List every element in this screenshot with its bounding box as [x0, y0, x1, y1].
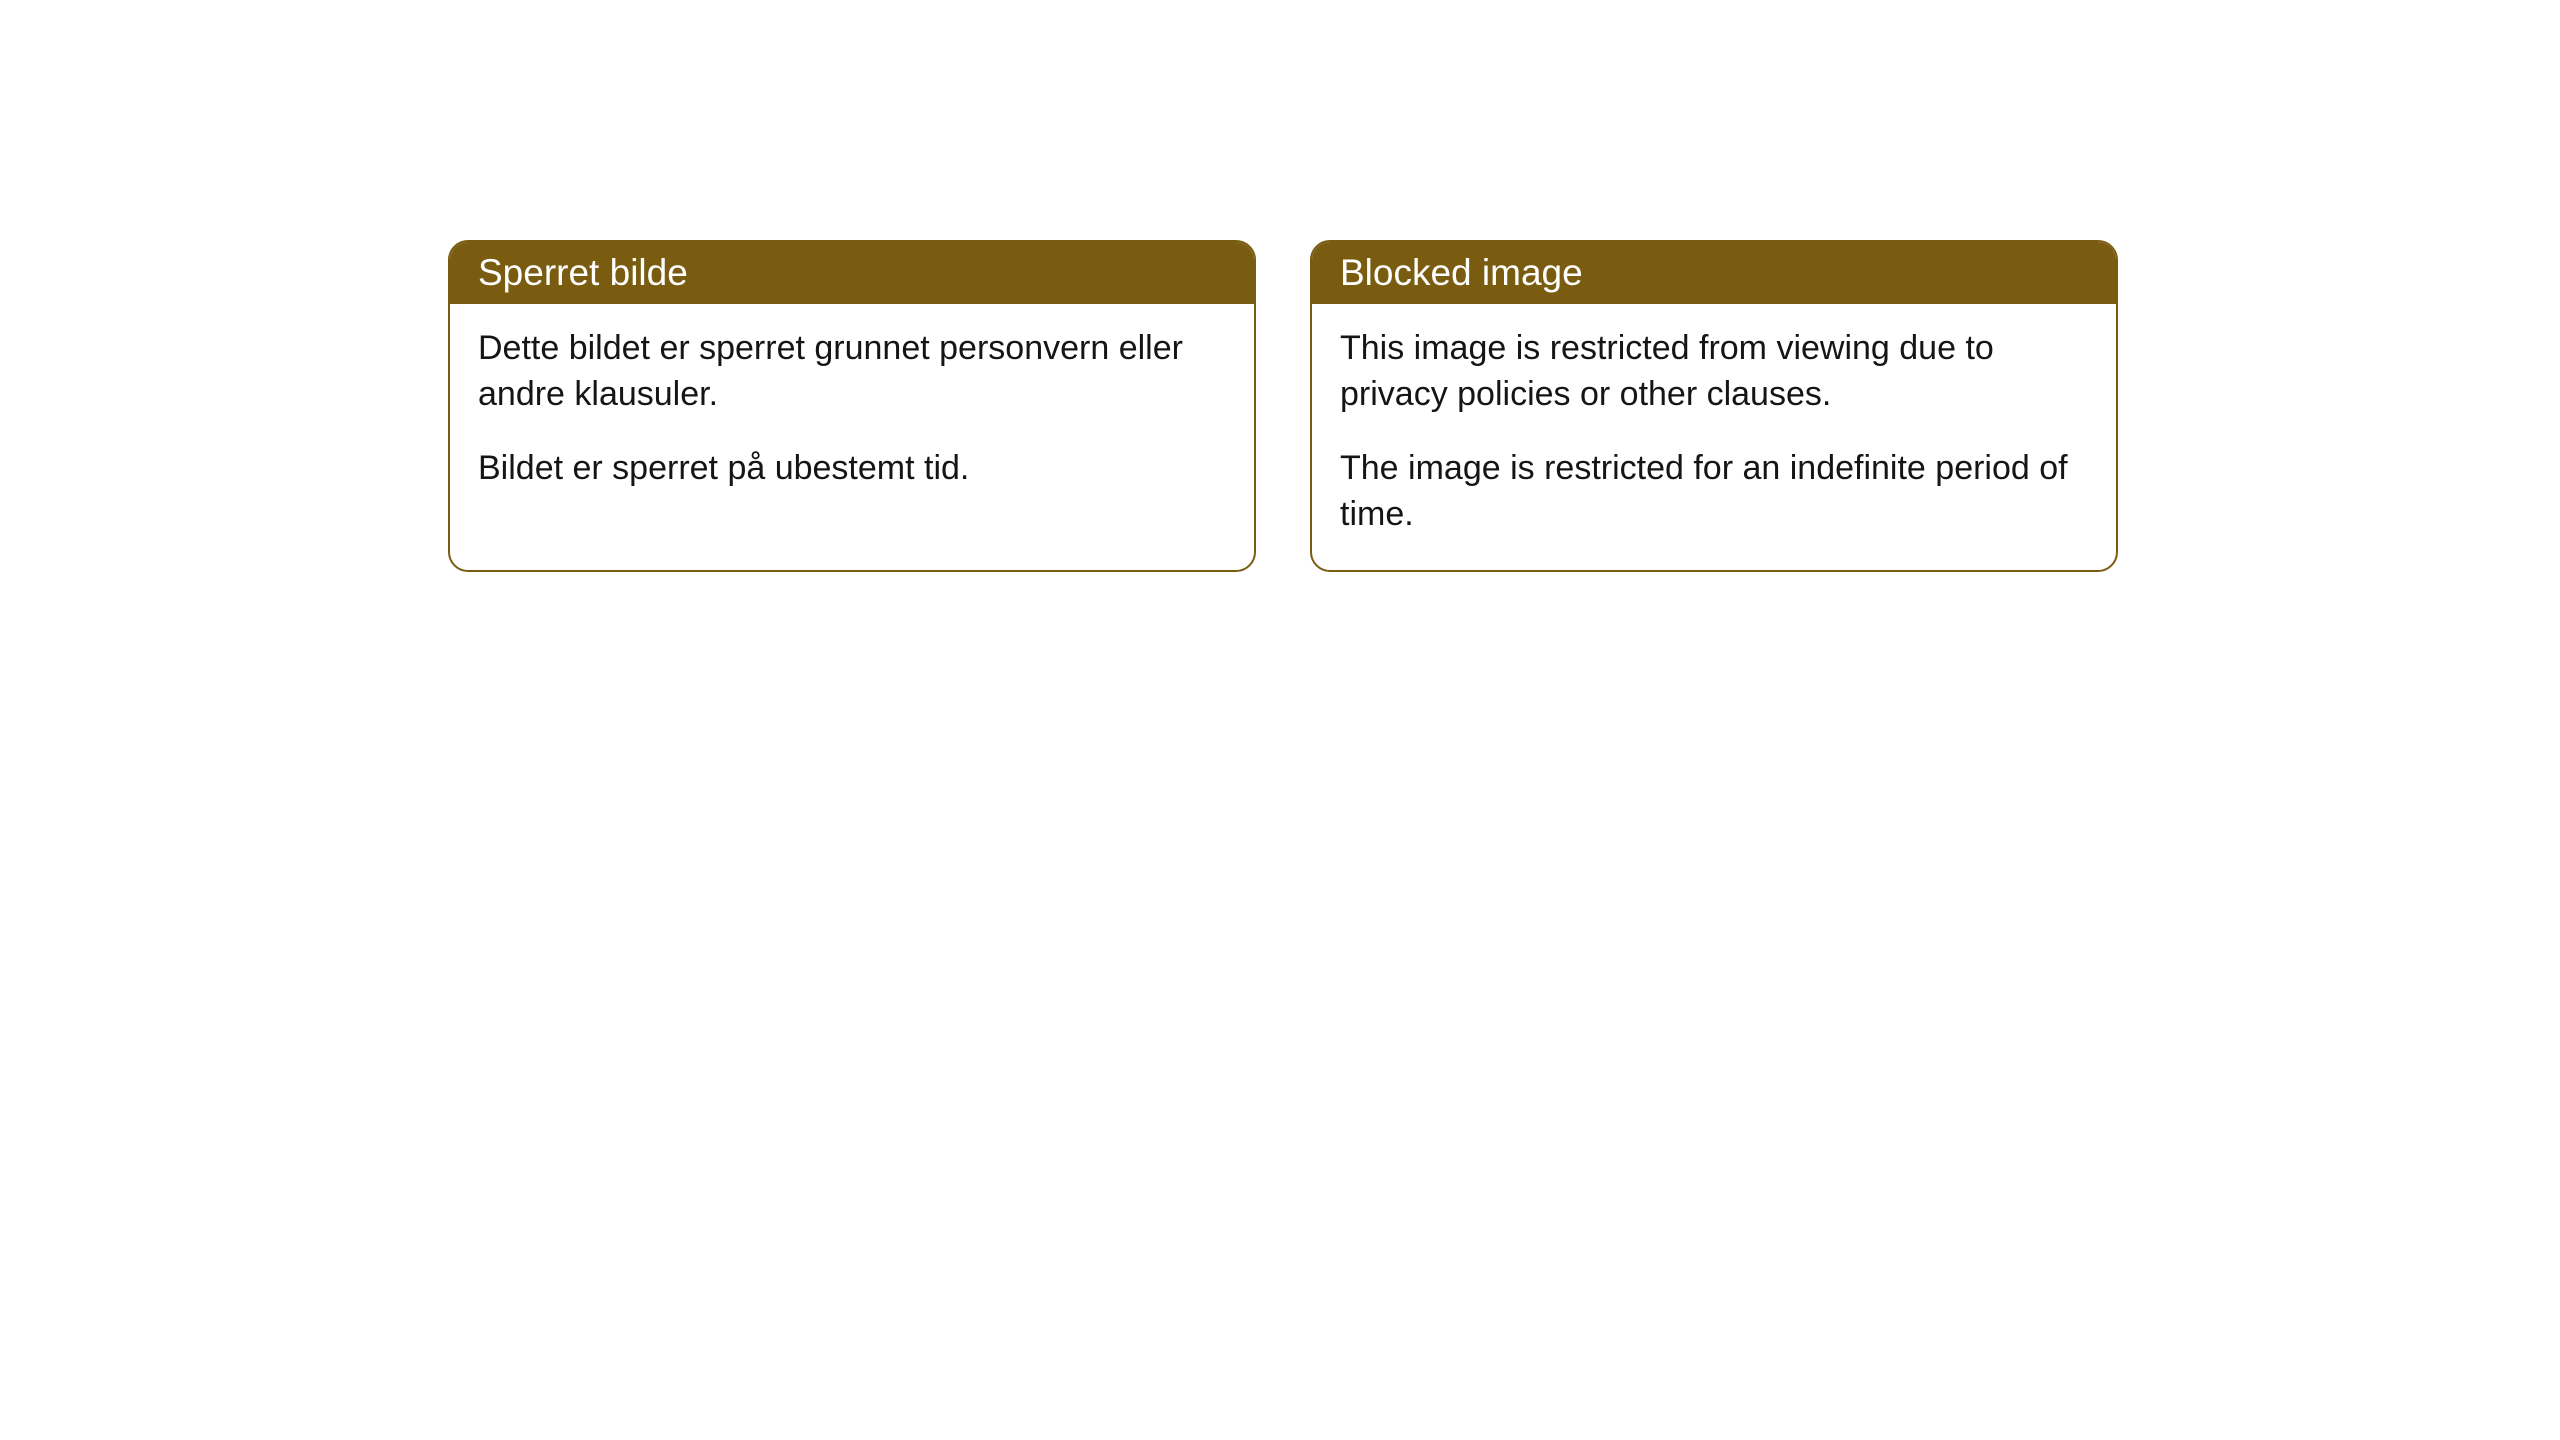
- card-paragraph: Bildet er sperret på ubestemt tid.: [478, 446, 1226, 492]
- card-header: Blocked image: [1312, 242, 2116, 304]
- card-paragraph: Dette bildet er sperret grunnet personve…: [478, 326, 1226, 418]
- card-header: Sperret bilde: [450, 242, 1254, 304]
- card-body: This image is restricted from viewing du…: [1312, 304, 2116, 570]
- card-paragraph: The image is restricted for an indefinit…: [1340, 446, 2088, 538]
- notice-card-norwegian: Sperret bilde Dette bildet er sperret gr…: [448, 240, 1256, 572]
- card-paragraph: This image is restricted from viewing du…: [1340, 326, 2088, 418]
- card-title: Sperret bilde: [478, 252, 688, 293]
- notice-card-english: Blocked image This image is restricted f…: [1310, 240, 2118, 572]
- card-title: Blocked image: [1340, 252, 1583, 293]
- notice-cards-container: Sperret bilde Dette bildet er sperret gr…: [448, 240, 2118, 572]
- card-body: Dette bildet er sperret grunnet personve…: [450, 304, 1254, 524]
